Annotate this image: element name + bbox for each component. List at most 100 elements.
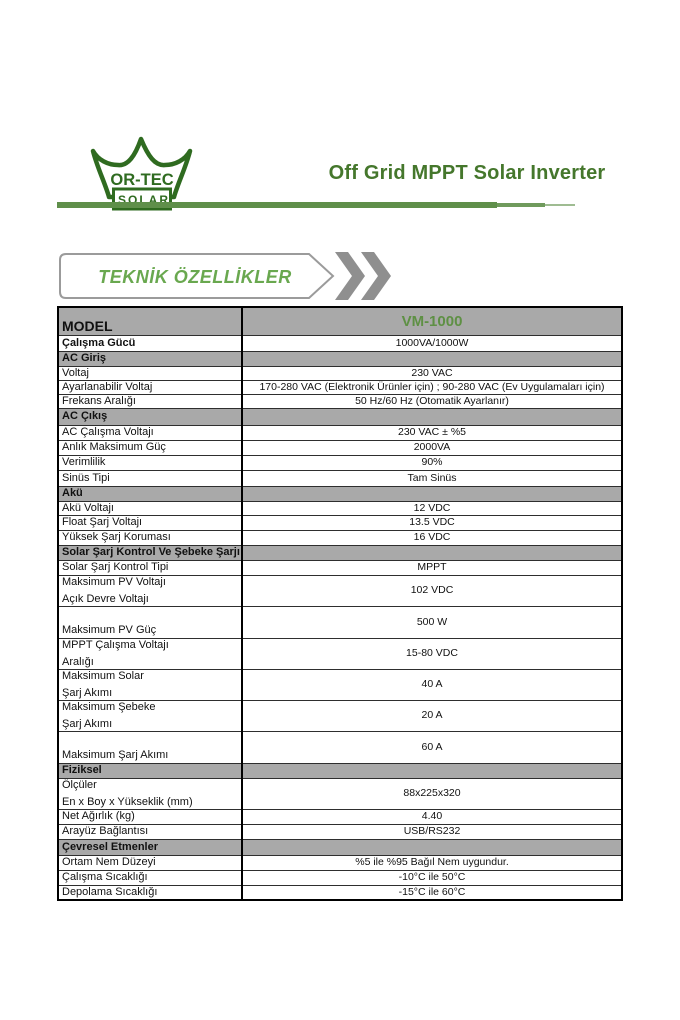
- row-value: 4.40: [241, 808, 623, 825]
- section-banner: TEKNİK ÖZELLİKLER: [57, 252, 395, 300]
- row-label: AC Çalışma Voltajı: [57, 424, 243, 441]
- table-row: Ayarlanabilir Voltaj 170-280 VAC (Elektro…: [57, 379, 623, 395]
- row-value: MPPT: [241, 559, 623, 576]
- table-row: Voltaj 230 VAC: [57, 365, 623, 381]
- row-label: Maksimum PV Voltajı Açık Devre Voltajı: [57, 574, 243, 607]
- row-label: Maksimum Solar Şarj Akımı: [57, 668, 243, 701]
- page-title: Off Grid MPPT Solar Inverter: [328, 162, 606, 184]
- row-label: Solar Şarj Kontrol Ve Şebeke Şarjı: [57, 544, 243, 561]
- row-value: 40 A: [241, 668, 623, 701]
- row-value: USB/RS232: [241, 823, 623, 840]
- table-row: Maksimum Şarj Akımı 60 A: [57, 730, 623, 764]
- section-row: Çevresel Etmenler: [57, 838, 623, 856]
- row-value: 102 VDC: [241, 574, 623, 607]
- row-label: Arayüz Bağlantısı: [57, 823, 243, 840]
- header-divider: [57, 202, 575, 208]
- row-label: Voltaj: [57, 365, 243, 381]
- table-row: Float Şarj Voltajı 13.5 VDC: [57, 514, 623, 531]
- row-value: 16 VDC: [241, 529, 623, 546]
- section-row: AC Giriş: [57, 350, 623, 367]
- table-row: Çalışma Gücü 1000VA/1000W: [57, 334, 623, 352]
- table-row: Arayüz Bağlantısı USB/RS232: [57, 823, 623, 840]
- table-row: Net Ağırlık (kg) 4.40: [57, 808, 623, 825]
- row-value: [241, 485, 623, 502]
- row-value: 50 Hz/60 Hz (Otomatik Ayarlanır): [241, 393, 623, 409]
- logo-brand-text: OR-TEC: [110, 171, 173, 189]
- row-label: Akü Voltajı: [57, 500, 243, 516]
- table-row: Ortam Nem Düzeyi %5 ile %95 Bağıl Nem uyg…: [57, 854, 623, 871]
- row-value: 60 A: [241, 730, 623, 764]
- table-row: Solar Şarj Kontrol Tipi MPPT: [57, 559, 623, 576]
- row-value: [241, 838, 623, 856]
- row-label: Sinüs Tipi: [57, 469, 243, 487]
- table-row: Anlık Maksimum Güç 2000VA: [57, 439, 623, 456]
- row-value: 15-80 VDC: [241, 637, 623, 670]
- row-label: Çalışma Sıcaklığı: [57, 869, 243, 886]
- row-label: Akü: [57, 485, 243, 502]
- table-row: Verimlilik 90%: [57, 454, 623, 471]
- table-row: Maksimum PV Voltajı Açık Devre Voltajı 102…: [57, 574, 623, 607]
- row-label: Depolama Sıcaklığı: [57, 884, 243, 901]
- table-row: MPPT Çalışma Voltajı Aralığı 15-80 VDC: [57, 637, 623, 670]
- section-row: Fiziksel: [57, 762, 623, 779]
- table-row: Yüksek Şarj Koruması 16 VDC: [57, 529, 623, 546]
- section-row: Akü: [57, 485, 623, 502]
- section-row: Solar Şarj Kontrol Ve Şebeke Şarjı: [57, 544, 623, 561]
- table-row: Maksimum Solar Şarj Akımı 40 A: [57, 668, 623, 701]
- table-row: Maksimum Şebeke Şarj Akımı 20 A: [57, 699, 623, 732]
- section-row: AC Çıkış: [57, 407, 623, 426]
- row-value: -15°C ile 60°C: [241, 884, 623, 901]
- row-label: Anlık Maksimum Güç: [57, 439, 243, 456]
- row-value: %5 ile %95 Bağıl Nem uygundur.: [241, 854, 623, 871]
- row-label: AC Giriş: [57, 350, 243, 367]
- double-chevron-icon: [335, 252, 391, 300]
- row-value: [241, 407, 623, 426]
- row-label: Maksimum Şebeke Şarj Akımı: [57, 699, 243, 732]
- spec-table: MODEL VM-1000 Çalışma Gücü 1000VA/1000W AC G…: [57, 306, 623, 901]
- row-value: 12 VDC: [241, 500, 623, 516]
- table-row: Akü Voltajı 12 VDC: [57, 500, 623, 516]
- row-value: 2000VA: [241, 439, 623, 456]
- table-row: Çalışma Sıcaklığı -10°C ile 50°C: [57, 869, 623, 886]
- table-row: MODEL VM-1000: [57, 306, 623, 336]
- row-value: [241, 350, 623, 367]
- banner-arrow-box: TEKNİK ÖZELLİKLER: [59, 253, 335, 299]
- row-label: Fiziksel: [57, 762, 243, 779]
- row-value: [241, 544, 623, 561]
- row-value: 90%: [241, 454, 623, 471]
- row-label: Ölçüler En x Boy x Yükseklik (mm): [57, 777, 243, 810]
- row-label: AC Çıkış: [57, 407, 243, 426]
- row-label: Ortam Nem Düzeyi: [57, 854, 243, 871]
- table-row: Sinüs Tipi Tam Sinüs: [57, 469, 623, 487]
- row-label: Çalışma Gücü: [57, 334, 243, 352]
- row-value: 170-280 VAC (Elektronik Ürünler için) ; …: [241, 379, 623, 395]
- row-value: 500 W: [241, 605, 623, 639]
- row-value: 1000VA/1000W: [241, 334, 623, 352]
- row-value: 13.5 VDC: [241, 514, 623, 531]
- row-label: Solar Şarj Kontrol Tipi: [57, 559, 243, 576]
- table-row: Maksimum PV Güç 500 W: [57, 605, 623, 639]
- row-label: Çevresel Etmenler: [57, 838, 243, 856]
- row-label: Float Şarj Voltajı: [57, 514, 243, 531]
- banner-label: TEKNİK ÖZELLİKLER: [98, 267, 292, 287]
- row-label: Verimlilik: [57, 454, 243, 471]
- row-label: Maksimum Şarj Akımı: [57, 730, 243, 764]
- row-value: 20 A: [241, 699, 623, 732]
- row-value: -10°C ile 50°C: [241, 869, 623, 886]
- spec-table-body: MODEL VM-1000 Çalışma Gücü 1000VA/1000W AC G…: [57, 306, 623, 901]
- row-label: Net Ağırlık (kg): [57, 808, 243, 825]
- row-label: Ayarlanabilir Voltaj: [57, 379, 243, 395]
- row-value: 88x225x320: [241, 777, 623, 810]
- row-value: 230 VAC ± %5: [241, 424, 623, 441]
- row-label: MODEL: [57, 306, 243, 336]
- row-label: Maksimum PV Güç: [57, 605, 243, 639]
- row-value: 230 VAC: [241, 365, 623, 381]
- table-row: Depolama Sıcaklığı -15°C ile 60°C: [57, 884, 623, 901]
- table-row: Ölçüler En x Boy x Yükseklik (mm) 88x225x3…: [57, 777, 623, 810]
- table-row: AC Çalışma Voltajı 230 VAC ± %5: [57, 424, 623, 441]
- row-label: MPPT Çalışma Voltajı Aralığı: [57, 637, 243, 670]
- row-label: Frekans Aralığı: [57, 393, 243, 409]
- row-value: VM-1000: [241, 306, 623, 336]
- row-value: Tam Sinüs: [241, 469, 623, 487]
- row-label: Yüksek Şarj Koruması: [57, 529, 243, 546]
